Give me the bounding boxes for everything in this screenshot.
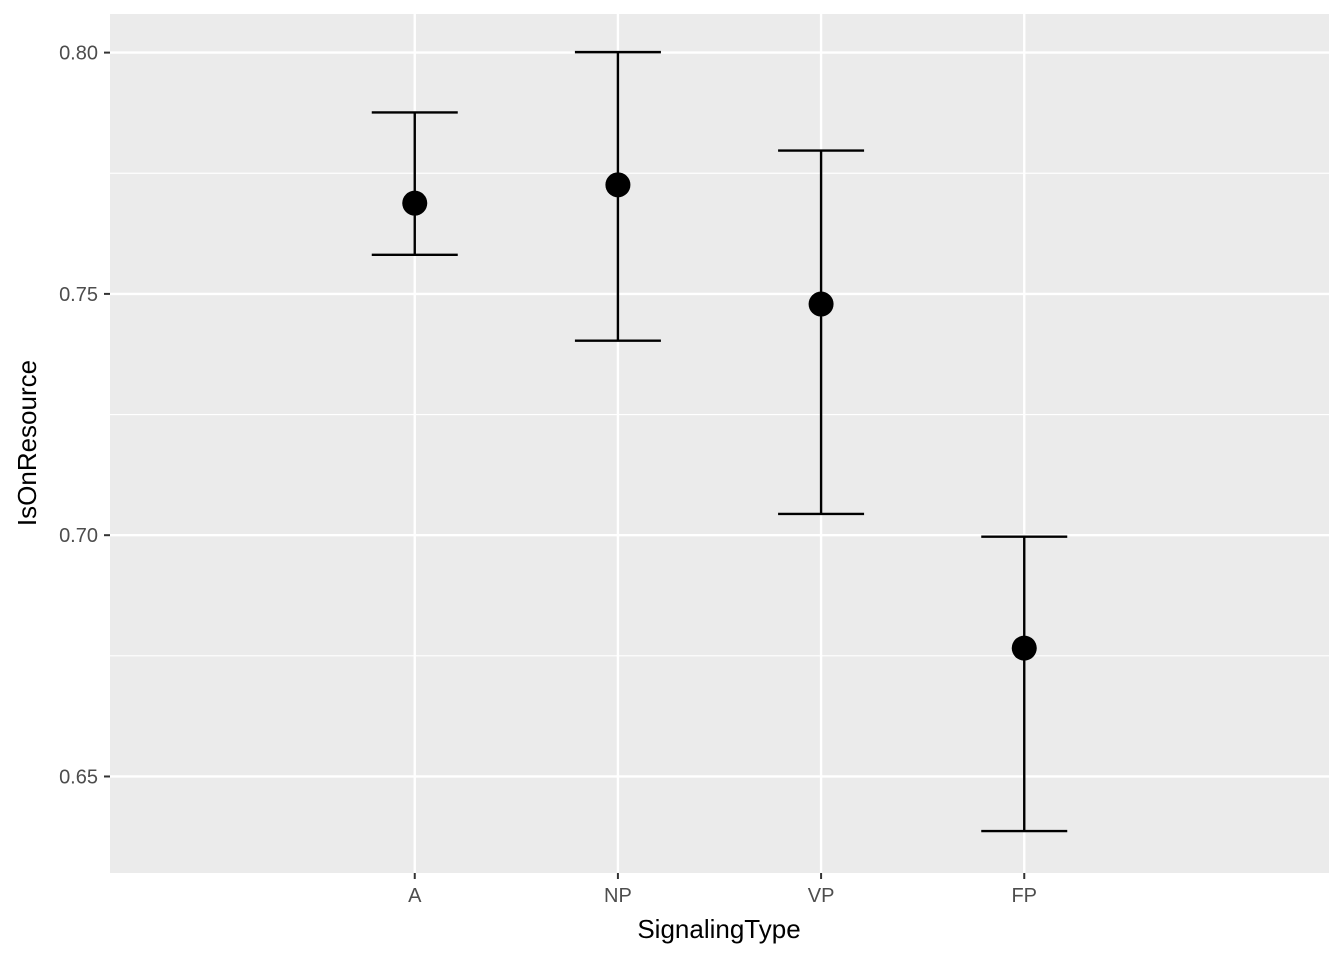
x-axis-title: SignalingType xyxy=(637,914,800,944)
major-gridlines xyxy=(110,14,1329,873)
data-point xyxy=(605,172,631,198)
x-tick-label: VP xyxy=(808,885,835,907)
y-tick-label: 0.80 xyxy=(59,43,98,65)
data-point xyxy=(1011,635,1037,661)
data-marks xyxy=(371,50,1068,833)
y-axis-title: IsOnResource xyxy=(12,360,42,526)
x-tick-label: NP xyxy=(604,885,632,907)
x-tick-label: A xyxy=(408,885,422,907)
y-axis: 0.65 0.70 0.75 0.80 xyxy=(59,43,110,788)
y-tick-label: 0.70 xyxy=(59,525,98,547)
data-point xyxy=(808,291,834,317)
plot-panel xyxy=(110,14,1329,873)
x-axis: A NP VP FP xyxy=(408,873,1037,907)
y-tick-label: 0.65 xyxy=(59,766,98,788)
data-point xyxy=(402,190,428,216)
x-tick-label: FP xyxy=(1011,885,1037,907)
minor-gridlines xyxy=(110,172,1329,657)
y-tick-label: 0.75 xyxy=(59,284,98,306)
